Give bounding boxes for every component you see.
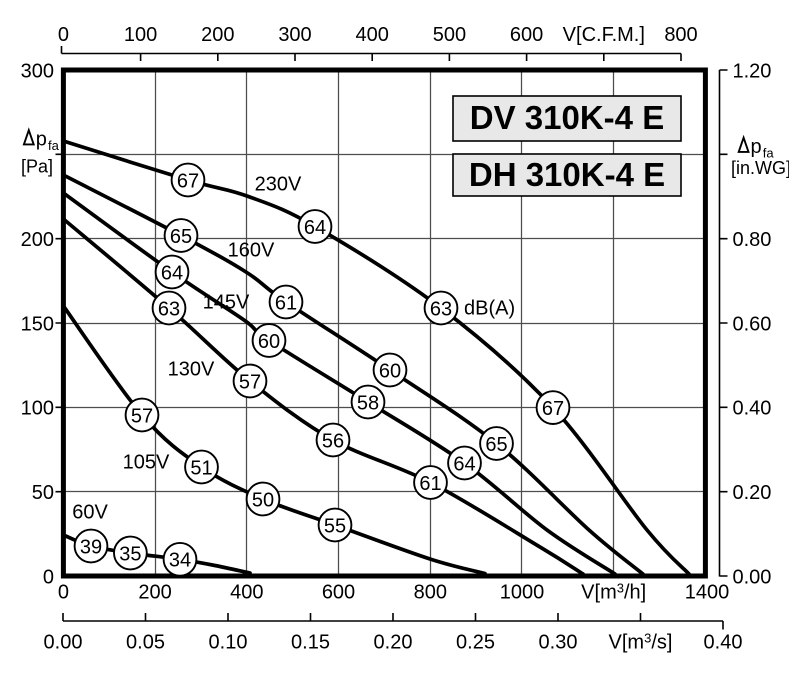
svg-text:230V: 230V xyxy=(255,173,302,195)
svg-text:0.05: 0.05 xyxy=(126,631,165,653)
svg-text:64: 64 xyxy=(453,453,475,475)
svg-text:63: 63 xyxy=(158,298,180,320)
svg-text:65: 65 xyxy=(170,226,192,248)
svg-text:57: 57 xyxy=(131,405,153,427)
svg-text:0.60: 0.60 xyxy=(733,313,772,335)
svg-text:300: 300 xyxy=(278,24,311,46)
svg-text:V[m3/h]: V[m3/h] xyxy=(581,581,646,604)
svg-text:100: 100 xyxy=(124,24,157,46)
svg-text:fa: fa xyxy=(48,138,60,153)
svg-text:300: 300 xyxy=(21,60,54,82)
svg-text:61: 61 xyxy=(275,292,297,314)
svg-text:400: 400 xyxy=(356,24,389,46)
svg-text:65: 65 xyxy=(485,434,507,456)
svg-text:160V: 160V xyxy=(228,239,275,261)
svg-text:[Pa]: [Pa] xyxy=(21,157,53,177)
svg-text:0: 0 xyxy=(58,582,69,604)
svg-text:56: 56 xyxy=(322,430,344,452)
svg-text:fa: fa xyxy=(763,145,775,160)
svg-text:50: 50 xyxy=(252,489,274,511)
svg-text:0.20: 0.20 xyxy=(733,482,772,504)
svg-text:145V: 145V xyxy=(203,291,250,313)
svg-text:150: 150 xyxy=(21,313,54,335)
svg-text:0.30: 0.30 xyxy=(539,631,578,653)
svg-text:V[C.F.M.]: V[C.F.M.] xyxy=(563,24,645,46)
svg-text:200: 200 xyxy=(138,582,171,604)
svg-text:V[m3/s]: V[m3/s] xyxy=(609,630,673,653)
svg-text:0: 0 xyxy=(43,566,54,588)
svg-text:0.00: 0.00 xyxy=(44,631,83,653)
svg-text:800: 800 xyxy=(664,24,697,46)
svg-text:0.10: 0.10 xyxy=(209,631,248,653)
svg-text:p: p xyxy=(751,136,762,158)
svg-text:57: 57 xyxy=(239,371,261,393)
svg-text:0.00: 0.00 xyxy=(733,566,772,588)
svg-text:1400: 1400 xyxy=(685,582,730,604)
svg-text:60: 60 xyxy=(258,331,280,353)
svg-text:1.20: 1.20 xyxy=(733,60,772,82)
svg-text:51: 51 xyxy=(190,457,212,479)
svg-text:400: 400 xyxy=(230,582,263,604)
svg-text:800: 800 xyxy=(414,582,447,604)
svg-text:1000: 1000 xyxy=(500,582,545,604)
svg-text:60V: 60V xyxy=(72,501,108,523)
svg-text:105V: 105V xyxy=(123,451,170,473)
svg-text:64: 64 xyxy=(304,217,326,239)
svg-text:64: 64 xyxy=(161,262,183,284)
svg-text:60: 60 xyxy=(379,360,401,382)
svg-text:200: 200 xyxy=(21,229,54,251)
svg-text:58: 58 xyxy=(357,392,379,414)
svg-text:0.40: 0.40 xyxy=(704,631,743,653)
svg-text:67: 67 xyxy=(542,398,564,420)
svg-text:500: 500 xyxy=(433,24,466,46)
svg-text:200: 200 xyxy=(201,24,234,46)
svg-text:130V: 130V xyxy=(168,358,215,380)
svg-text:p: p xyxy=(36,129,47,151)
svg-text:0: 0 xyxy=(58,24,69,46)
svg-text:0.15: 0.15 xyxy=(291,631,330,653)
svg-text:0.20: 0.20 xyxy=(374,631,413,653)
svg-text:50: 50 xyxy=(32,482,54,504)
svg-text:34: 34 xyxy=(169,550,191,572)
svg-text:0.80: 0.80 xyxy=(733,229,772,251)
svg-text:55: 55 xyxy=(324,515,346,537)
svg-text:0.25: 0.25 xyxy=(456,631,495,653)
svg-text:67: 67 xyxy=(177,170,199,192)
svg-text:63: 63 xyxy=(430,298,452,320)
svg-text:0.40: 0.40 xyxy=(733,398,772,420)
svg-text:600: 600 xyxy=(510,24,543,46)
svg-text:[in.WG]: [in.WG] xyxy=(731,158,789,178)
svg-text:DH 310K-4 E: DH 310K-4 E xyxy=(469,156,665,193)
svg-text:dB(A): dB(A) xyxy=(464,297,515,319)
svg-text:39: 39 xyxy=(80,536,102,558)
svg-text:600: 600 xyxy=(322,582,355,604)
svg-text:35: 35 xyxy=(119,543,141,565)
svg-text:61: 61 xyxy=(419,473,441,495)
svg-text:100: 100 xyxy=(21,398,54,420)
svg-text:DV 310K-4 E: DV 310K-4 E xyxy=(470,99,664,136)
